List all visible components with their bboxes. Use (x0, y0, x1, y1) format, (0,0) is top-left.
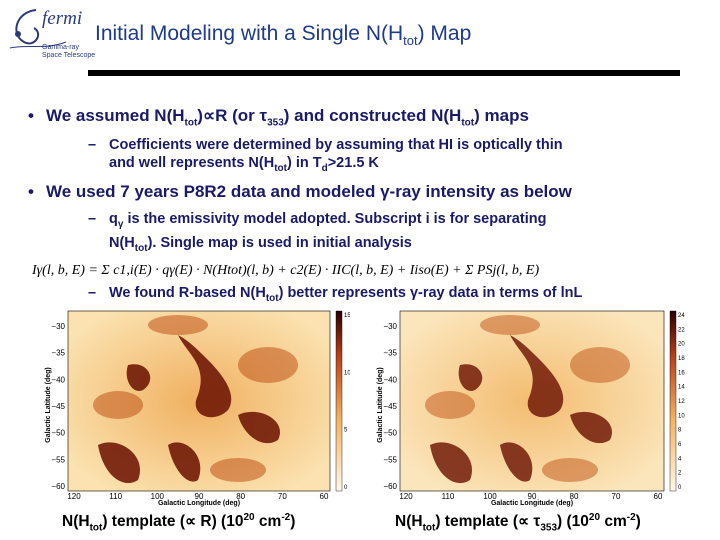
map1-y-tick-label: −50 (51, 429, 65, 438)
map1-colorbar-tick-label: 0 (344, 485, 348, 491)
title-rule (88, 70, 680, 76)
map1-colorbar (335, 310, 343, 492)
map2-xlabel: Galactic Longitude (deg) (491, 500, 573, 507)
map1-colorbar-tick-label: 5 (344, 428, 348, 434)
map2-x-tick-label: 80 (570, 492, 579, 501)
map1-y-tick-label: −45 (51, 402, 65, 411)
map2-colorbar-tick-label: 4 (678, 456, 682, 462)
map2-colorbar-tick-label: 18 (678, 356, 685, 362)
map2-y-tick-label: −45 (383, 402, 397, 411)
map2-ylabel: Galactic Latitude (deg) (377, 367, 384, 442)
map2-x-tick-label: 90 (528, 492, 537, 501)
fermi-swirl-icon (9, 9, 67, 49)
map1-ylabel: Galactic Latitude (deg) (45, 367, 52, 442)
bullet-2: • We used 7 years P8R2 data and modeled γ… (28, 182, 572, 201)
map2-colorbar-tick-label: 14 (678, 385, 685, 391)
map1-x-tick-label: 80 (236, 492, 245, 501)
map2-x-tick-label: 110 (442, 492, 455, 501)
map1-x-tick-label: 110 (109, 492, 122, 501)
map2-y-tick-label: −55 (383, 455, 397, 464)
map2-y-tick-label: −50 (383, 429, 397, 438)
fermi-logo: fermi Gamma-ray Space Telescope (6, 4, 95, 66)
map2-colorbar-tick-label: 16 (678, 370, 685, 376)
subbullet-1: – Coefficients were determined by assumi… (88, 137, 563, 174)
map2-colorbar-tick-label: 10 (678, 413, 685, 419)
map2-colorbar-tick-label: 12 (678, 399, 685, 405)
logo-wordmark: fermi (42, 8, 83, 29)
map1-caption: N(Htot) template (∝ R) (1020 cm-2) (62, 512, 296, 534)
subbullet-2: – qγ is the emissivity model adopted. Su… (88, 211, 547, 254)
map1-colorbar-tick-label: 15 (344, 313, 350, 319)
map-R-template: Galactic Latitude (deg) 15 10 5 0 120 110 100… (38, 305, 351, 507)
map2-x-tick-label: 60 (654, 492, 663, 501)
map1-x-tick-label: 90 (195, 492, 204, 501)
map2-x-tick-label: 120 (399, 492, 413, 501)
map2-colorbar-tick-label: 2 (678, 471, 682, 477)
map2-y-tick-label: −60 (383, 482, 397, 491)
map2-colorbar (669, 310, 677, 492)
map2-x-tick-label: 70 (612, 492, 621, 501)
map1-xlabel: Galactic Longitude (deg) (158, 500, 240, 507)
map2-caption: N(Htot) template (∝ τ353) (1020 cm-2) (395, 512, 641, 534)
map1-y-tick-label: −30 (51, 322, 65, 331)
subbullet-3: – We found R-based N(Htot) better repres… (88, 285, 583, 304)
map1-y-tick-label: −40 (51, 375, 65, 384)
bullet-1: • We assumed N(Htot)∝R (or τ353) and cons… (28, 106, 529, 129)
gamma-ray-model-equation: Iγ(l, b, E) = Σ c1,i(E) · qγ(E) · N(Htot… (32, 263, 539, 278)
map1-y-tick-label: −55 (51, 455, 65, 464)
slide-title: Initial Modeling with a Single N(Htot) M… (95, 22, 472, 49)
map1-x-tick-label: 100 (151, 492, 165, 501)
map2-colorbar-tick-label: 6 (678, 442, 682, 448)
map1-x-tick-label: 60 (320, 492, 329, 501)
map2-colorbar-tick-label: 8 (678, 428, 682, 434)
map2-y-tick-label: −40 (383, 375, 397, 384)
map1-x-tick-label: 120 (67, 492, 81, 501)
map2-colorbar-tick-label: 0 (678, 485, 682, 491)
map1-x-tick-label: 70 (278, 492, 287, 501)
map2-colorbar-tick-label: 24 (678, 313, 685, 319)
map2-colorbar-tick-label: 20 (678, 342, 685, 348)
map1-colorbar-tick-label: 10 (344, 370, 350, 376)
map-tau353-template: Galactic Latitude (deg) 24 22 20 18 16 14 12 10… (370, 305, 690, 507)
map2-y-tick-label: −35 (383, 349, 397, 358)
map2-x-tick-label: 100 (483, 492, 497, 501)
logo-subtitle: Gamma-ray Space Telescope (42, 44, 96, 59)
map1-y-tick-label: −60 (51, 482, 65, 491)
map2-colorbar-tick-label: 22 (678, 327, 685, 333)
map2-y-tick-label: −30 (383, 322, 397, 331)
map1-y-tick-label: −35 (51, 349, 65, 358)
equation-text: Iγ(l, b, E) = Σ c1,i(E) · qγ(E) · N(Htot… (32, 263, 539, 278)
